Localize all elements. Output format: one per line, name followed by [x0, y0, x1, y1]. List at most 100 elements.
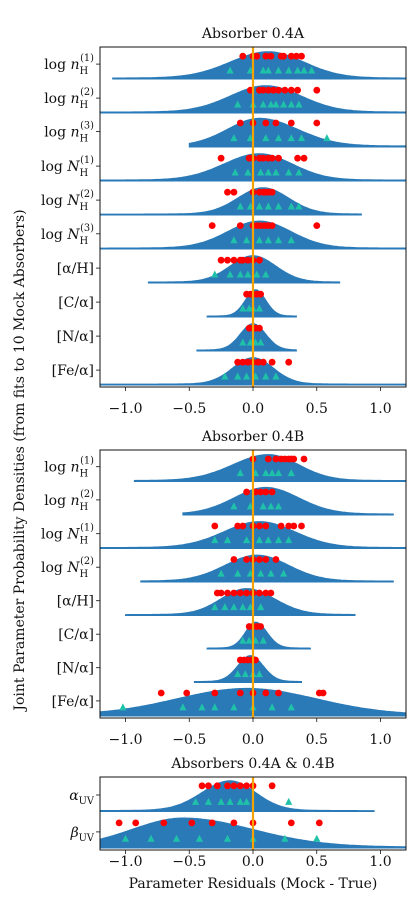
true-marker	[274, 202, 283, 210]
true-marker	[280, 100, 288, 108]
true-marker	[245, 636, 253, 644]
mock-fit-marker	[213, 782, 221, 790]
true-marker	[274, 536, 283, 544]
mock-fit-marker	[300, 455, 308, 463]
true-marker	[323, 134, 331, 142]
violin-2-2	[182, 486, 394, 516]
row-label: [α/H]	[57, 594, 94, 610]
row-label: log nH(1)	[44, 456, 94, 480]
mock-fit-marker	[256, 522, 263, 530]
true-marker	[287, 202, 295, 210]
true-marker	[308, 66, 316, 74]
true-marker	[274, 469, 283, 477]
true-marker	[195, 834, 203, 842]
row-label: log nH(3)	[44, 121, 94, 145]
mock-fit-marker	[285, 358, 293, 366]
true-marker	[211, 536, 219, 544]
panels: log nH(1) log nH(2) log nH(3) log NH(1) log …	[41, 26, 407, 870]
true-marker	[239, 603, 247, 611]
mock-fit-marker	[275, 86, 282, 94]
true-marker	[259, 636, 267, 644]
true-marker	[234, 372, 242, 380]
mock-fit-marker	[281, 86, 289, 94]
true-marker	[226, 270, 234, 278]
violin-2-7	[193, 655, 302, 683]
mock-fit-marker	[313, 222, 321, 230]
true-marker	[259, 502, 267, 510]
mock-fit-marker	[256, 556, 263, 563]
mock-fit-marker	[256, 256, 263, 264]
true-marker	[236, 270, 244, 278]
mock-fit-marker	[230, 782, 238, 790]
true-marker	[267, 100, 275, 108]
mock-fit-marker	[211, 689, 219, 697]
mock-fit-marker	[230, 589, 238, 597]
mock-fit-marker	[298, 52, 305, 60]
figure-ylabel: Joint Parameter Probability Densities (f…	[12, 209, 28, 712]
true-marker	[262, 134, 270, 142]
true-marker	[230, 703, 238, 711]
true-marker	[262, 270, 270, 278]
violin-2-5	[125, 588, 356, 616]
true-marker	[313, 834, 321, 842]
true-marker	[264, 202, 272, 210]
mock-fit-marker	[208, 222, 216, 230]
mock-fit-marker	[262, 689, 270, 697]
mock-fit-marker	[294, 86, 301, 94]
x-tick-label: 1.0	[369, 732, 391, 748]
true-marker	[267, 569, 275, 577]
true-marker	[234, 670, 242, 678]
true-marker	[217, 569, 225, 577]
true-marker	[300, 66, 308, 74]
violin-1-3	[188, 117, 406, 148]
true-marker	[223, 834, 232, 842]
true-marker	[230, 502, 238, 510]
true-marker	[243, 797, 251, 805]
true-marker	[243, 372, 251, 380]
mock-fit-marker	[230, 556, 238, 563]
panel-title: Absorbers 0.4A & 0.4B	[170, 756, 334, 772]
x-tick-label: −1.0	[109, 854, 143, 870]
true-marker	[244, 270, 252, 278]
mock-fit-marker	[224, 782, 231, 790]
mock-fit-marker	[259, 86, 267, 94]
mock-fit-marker	[268, 782, 276, 790]
mock-fit-marker	[230, 256, 238, 264]
mock-fit-marker	[236, 119, 244, 127]
mock-fit-marker	[256, 324, 263, 332]
true-marker	[244, 168, 252, 176]
mock-fit-marker	[236, 782, 244, 790]
mock-fit-marker	[267, 52, 275, 60]
true-marker	[198, 703, 206, 711]
true-marker	[255, 670, 263, 678]
mock-fit-marker	[239, 52, 247, 60]
x-tick-label: 0.0	[242, 401, 264, 417]
violin-2-6	[206, 621, 311, 650]
mock-fit-marker	[254, 358, 262, 366]
row-label: log NH(2)	[41, 556, 94, 580]
x-tick-label: −1.0	[109, 732, 143, 748]
mock-fit-marker	[294, 154, 301, 162]
mock-fit-marker	[290, 455, 298, 463]
row-label: αUV	[69, 788, 95, 807]
mock-fit-marker	[268, 488, 276, 496]
true-marker	[257, 338, 265, 346]
mock-fit-marker	[264, 455, 272, 463]
x-tick-label: 0.0	[242, 854, 264, 870]
mock-fit-marker	[315, 819, 323, 827]
mock-fit-marker	[272, 119, 280, 127]
mock-fit-marker	[115, 819, 123, 827]
true-marker	[295, 100, 303, 108]
mock-fit-marker	[236, 689, 244, 697]
true-marker	[239, 338, 247, 346]
true-marker	[255, 202, 263, 210]
mock-fit-marker	[257, 623, 264, 630]
true-marker	[179, 703, 187, 711]
true-marker	[264, 236, 272, 244]
mock-fit-marker	[132, 819, 140, 827]
mock-fit-marker	[244, 358, 252, 366]
true-marker	[264, 536, 272, 544]
true-marker	[119, 703, 127, 711]
mock-fit-marker	[290, 522, 298, 530]
mock-fit-marker	[256, 589, 263, 597]
